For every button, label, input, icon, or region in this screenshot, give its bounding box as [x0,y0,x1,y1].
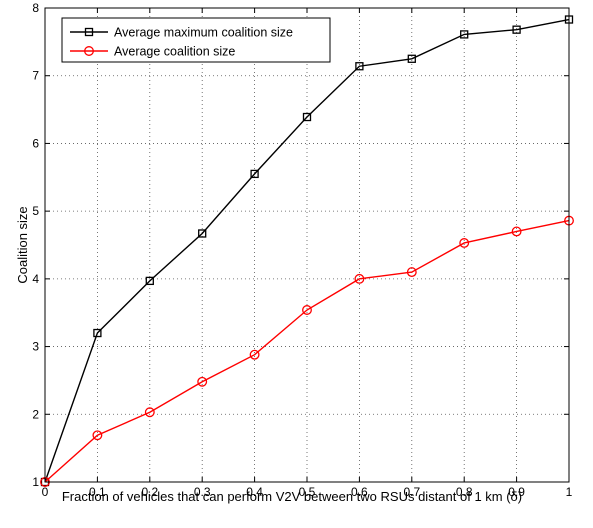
y-tick-label: 5 [32,204,39,218]
y-tick-label: 2 [32,407,39,421]
legend-entry-avg: Average coalition size [70,45,235,59]
x-tick-label: 0.7 [403,485,420,499]
legend-entry-max: Average maximum coalition size [70,26,293,40]
data-point-max [460,30,469,39]
y-tick-label: 4 [32,272,39,286]
y-tick-label: 7 [32,69,39,83]
data-point-avg [144,407,155,418]
data-point-max [250,169,259,179]
legend-label-max: Average maximum coalition size [114,26,293,40]
x-tick-label: 0.6 [351,485,368,499]
data-point-avg [354,273,365,284]
data-point-avg [459,238,470,248]
x-tick-label: 0.1 [89,485,106,499]
x-tick-label: 0.4 [246,485,263,499]
x-tick-label: 0.5 [299,485,316,499]
series-line-avg [44,219,570,483]
series-layer [40,15,574,487]
series-max [40,15,574,487]
y-tick-label: 8 [32,1,39,15]
x-tick-label: 0.3 [194,485,211,499]
x-tick-label: 0.9 [508,485,525,499]
data-point-avg [249,349,260,360]
data-point-max [198,229,207,238]
series-line-max [44,18,570,483]
x-tick-label: 0 [42,485,49,499]
legend-marker-avg [84,46,94,56]
data-point-max [355,62,364,71]
data-point-max [93,328,102,338]
x-axis-label: Fraction of vehicles that can perform V2… [62,489,522,504]
data-point-avg [92,430,103,441]
legend: Average maximum coalition size Average co… [61,17,331,63]
y-tick-label: 3 [32,340,39,354]
x-tick-label: 1 [566,485,573,499]
data-point-max [302,112,312,122]
y-tick-label: 1 [32,475,39,489]
data-point-max [145,276,154,286]
data-point-max [512,25,521,34]
ticks: 0 0.1 0.2 0.3 0.4 0.5 0.6 0.7 0.8 0.9 1 1 2 3 4 5 6 7 8 [32,1,572,499]
grid [45,8,569,482]
data-point-avg [197,376,208,387]
data-point-max [407,54,416,63]
y-tick-label: 6 [32,136,39,150]
y-axis-label: Coalition size [15,206,30,283]
data-point-avg [302,305,312,315]
legend-marker-max [84,27,94,37]
x-tick-label: 0.2 [141,485,158,499]
plot-frame [44,7,570,483]
data-point-avg [406,267,417,278]
data-point-avg [511,226,522,237]
x-tick-label: 0.8 [456,485,473,499]
series-avg [40,215,574,487]
legend-box [61,17,331,63]
legend-label-avg: Average coalition size [114,45,235,59]
